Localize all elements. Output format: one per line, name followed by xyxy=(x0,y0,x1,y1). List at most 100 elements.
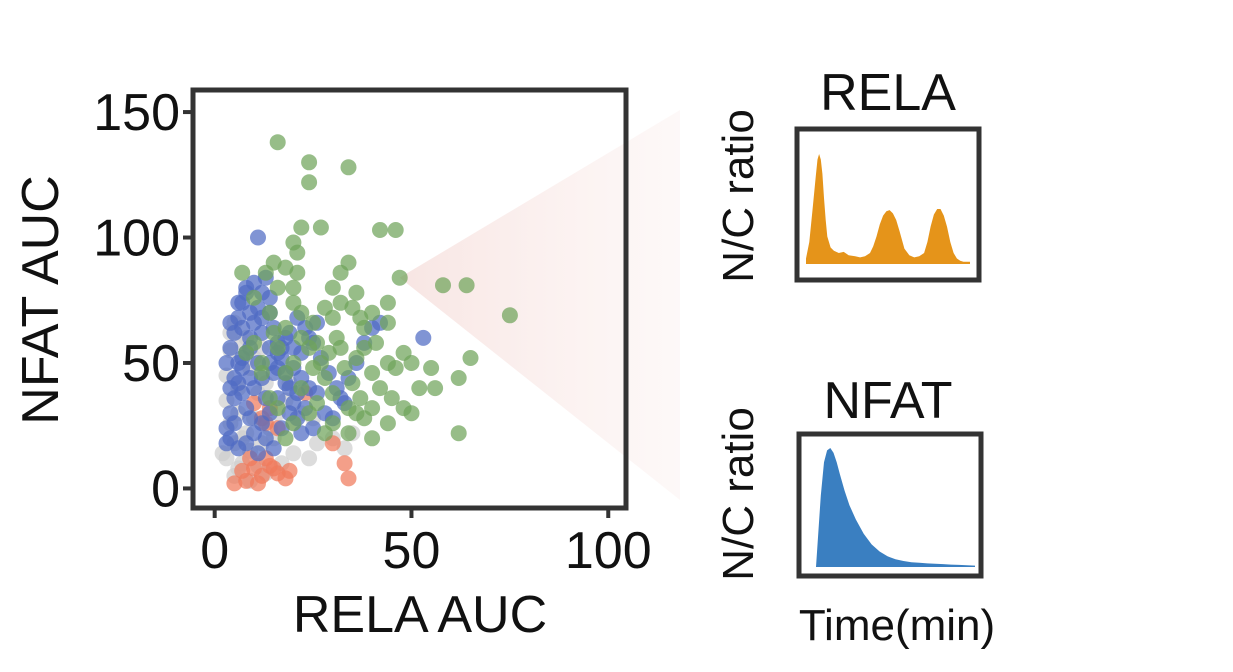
scatter-point xyxy=(301,339,318,356)
scatter-point xyxy=(269,279,286,296)
scatter-point xyxy=(234,462,251,479)
scatter-point xyxy=(356,319,373,336)
scatter-point xyxy=(238,344,255,361)
scatter-point xyxy=(250,229,266,246)
y-tick-label: 100 xyxy=(93,210,180,268)
rela-frame xyxy=(794,126,982,283)
scatter-point xyxy=(379,294,396,311)
scatter-point xyxy=(269,134,286,151)
scatter-point xyxy=(234,264,251,281)
scatter-point xyxy=(293,304,310,321)
scatter-point xyxy=(242,410,259,427)
scatter-point xyxy=(301,154,318,171)
scatter-point xyxy=(340,470,357,487)
scatter-point xyxy=(226,370,243,386)
y-tick-label: 150 xyxy=(93,84,180,142)
scatter-point xyxy=(364,365,381,381)
scatter-point xyxy=(277,319,294,336)
scatter-point xyxy=(324,385,341,402)
scatter-point xyxy=(218,355,235,371)
rela-area xyxy=(806,154,970,264)
scatter-point xyxy=(368,334,384,351)
scatter-point xyxy=(462,350,479,366)
scatter-point xyxy=(364,430,381,447)
scatter-point xyxy=(501,307,518,324)
y-axis-label: NFAT AUC xyxy=(12,175,70,424)
scatter-point xyxy=(222,339,239,356)
scatter-point xyxy=(379,415,396,432)
y-tick-label: 50 xyxy=(122,335,180,393)
nfat-frame xyxy=(796,431,984,579)
nfat-inset: NFAT N/C ratio Time(min) xyxy=(714,372,995,650)
scatter-point xyxy=(387,222,404,238)
scatter-point xyxy=(285,279,302,296)
scatter-point xyxy=(301,450,318,467)
scatter-point xyxy=(415,329,432,346)
scatter-point xyxy=(253,355,270,371)
scatter-point xyxy=(328,329,345,346)
nfat-inset-title: NFAT xyxy=(823,372,952,430)
scatter-points xyxy=(214,134,518,492)
scatter-point xyxy=(336,360,353,376)
scatter-point xyxy=(234,385,251,402)
scatter-point xyxy=(289,244,306,261)
scatter-point xyxy=(450,425,467,442)
scatter-point xyxy=(250,445,266,462)
nfat-area xyxy=(816,448,975,567)
scatter-point xyxy=(383,390,400,407)
scatter-point xyxy=(257,264,274,281)
scatter-point xyxy=(450,370,467,386)
scatter-point xyxy=(348,350,365,366)
scatter-point xyxy=(316,425,333,442)
scatter-point xyxy=(344,375,361,392)
scatter-point xyxy=(261,304,278,321)
scatter-point xyxy=(312,355,329,371)
scatter-point xyxy=(332,264,349,281)
scatter-point xyxy=(269,339,286,356)
x-axis-ticks: 0 50 100 xyxy=(200,508,652,580)
nfat-inset-xlabel: Time(min) xyxy=(799,601,995,650)
scatter-point xyxy=(336,455,353,472)
scatter-point xyxy=(250,475,266,492)
scatter-point xyxy=(403,355,420,371)
scatter-point xyxy=(387,360,404,376)
scatter-point xyxy=(324,279,341,296)
scatter-point xyxy=(403,405,420,422)
scatter-point xyxy=(226,475,243,492)
scatter-point xyxy=(277,430,294,447)
scatter-point xyxy=(458,277,475,294)
scatter-point xyxy=(356,410,373,427)
scatter-point xyxy=(340,159,357,176)
rela-inset-ylabel: N/C ratio xyxy=(714,109,763,283)
scatter-point xyxy=(285,445,302,462)
scatter-point xyxy=(411,380,428,397)
scatter-point xyxy=(265,440,282,457)
scatter-point xyxy=(427,380,444,397)
callout-wedge xyxy=(399,110,680,500)
scatter-point xyxy=(289,264,306,281)
scatter-point xyxy=(265,460,282,477)
scatter-point xyxy=(372,222,388,238)
scatter-point xyxy=(226,415,243,432)
y-axis-ticks: 0 50 100 150 xyxy=(93,84,193,518)
scatter-point xyxy=(281,462,298,479)
scatter-point xyxy=(316,370,333,386)
scatter-point xyxy=(301,405,318,422)
scatter-point xyxy=(372,380,388,397)
scatter-point xyxy=(324,309,341,326)
scatter-point xyxy=(352,390,369,407)
scatter-point xyxy=(423,360,440,376)
scatter-point xyxy=(285,415,302,432)
nfat-inset-ylabel: N/C ratio xyxy=(714,407,763,581)
scatter-point xyxy=(293,219,310,236)
scatter-point xyxy=(391,269,408,286)
rela-inset: RELA N/C ratio xyxy=(714,64,982,283)
scatter-point xyxy=(293,380,310,397)
x-tick-label: 0 xyxy=(200,522,229,580)
y-tick-label: 0 xyxy=(151,460,180,518)
rela-inset-title: RELA xyxy=(820,64,956,122)
scatter-point xyxy=(246,274,262,291)
scatter-point xyxy=(348,284,365,301)
scatter-point xyxy=(277,365,294,381)
